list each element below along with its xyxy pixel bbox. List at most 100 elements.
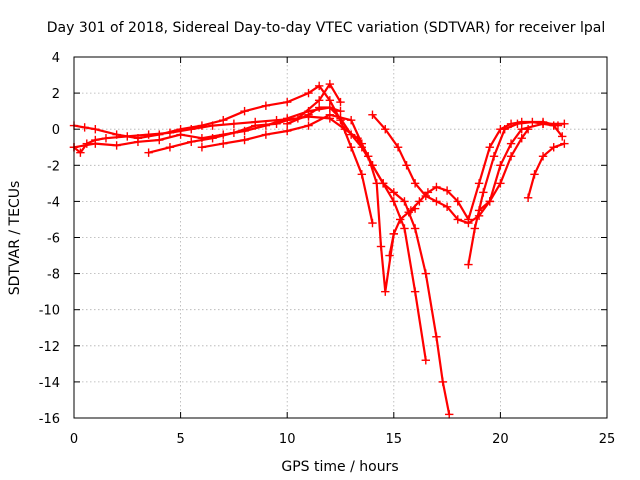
data-point — [538, 152, 548, 161]
data-point — [528, 117, 537, 127]
y-tick-label: -2 — [47, 159, 60, 174]
data-point — [336, 114, 345, 123]
data-point — [538, 119, 548, 128]
data-point — [91, 135, 100, 145]
data-point — [144, 148, 153, 157]
data-point — [133, 137, 143, 147]
data-point — [442, 202, 452, 212]
data-point — [368, 110, 377, 119]
data-point — [453, 215, 462, 224]
data-point — [357, 170, 367, 179]
data-point — [496, 179, 505, 188]
data-point — [400, 197, 409, 206]
data-point — [261, 101, 271, 110]
data-point — [325, 79, 335, 89]
data-point — [346, 130, 356, 139]
data-point — [368, 161, 377, 170]
data-point — [76, 148, 85, 157]
data-point — [485, 143, 494, 152]
data-point — [229, 119, 239, 128]
data-point — [530, 170, 539, 179]
data-point — [381, 287, 390, 296]
data-point — [251, 121, 260, 130]
data-point — [513, 119, 522, 128]
y-tick-label: 4 — [52, 51, 60, 66]
data-point — [261, 130, 271, 139]
chart-title: Day 301 of 2018, Sidereal Day-to-day VTE… — [47, 20, 605, 36]
y-tick-labels: 4 2 0 -2 -4 -6 -8 -10 -12 -14 -16 — [39, 51, 60, 427]
data-point — [453, 197, 462, 206]
data-point — [208, 121, 217, 130]
data-point — [523, 193, 533, 202]
series-track-3 — [69, 79, 345, 157]
data-point — [558, 132, 567, 141]
data-point — [479, 188, 488, 197]
data-point — [304, 88, 313, 98]
data-point — [402, 161, 411, 170]
data-point — [395, 215, 405, 224]
data-point — [304, 110, 313, 119]
data-point — [393, 143, 403, 152]
data-point — [304, 121, 313, 130]
y-tick-label: -14 — [39, 376, 60, 391]
data-point — [404, 208, 413, 217]
data-point — [474, 206, 484, 215]
data-point — [283, 126, 292, 136]
data-point — [415, 197, 424, 206]
series-track-11 — [523, 139, 569, 202]
y-tick-label: -4 — [47, 195, 60, 210]
data-point — [381, 124, 390, 134]
data-point — [506, 139, 516, 148]
data-point — [336, 97, 345, 107]
data-point — [325, 96, 335, 105]
data-point — [423, 188, 433, 197]
data-point — [165, 143, 175, 152]
data-point — [336, 106, 345, 116]
x-tick-label: 0 — [70, 432, 78, 447]
y-tick-label: -8 — [47, 268, 60, 283]
data-point — [272, 119, 281, 128]
data-point — [219, 115, 228, 125]
data-point — [489, 152, 499, 161]
series-line — [526, 142, 566, 199]
data-point — [549, 121, 558, 130]
data-point — [464, 215, 473, 224]
data-point — [432, 182, 441, 192]
data-point — [123, 132, 132, 141]
data-point — [82, 139, 91, 148]
series-track-6 — [283, 103, 454, 419]
data-point — [165, 128, 175, 138]
data-point — [389, 197, 398, 206]
y-tick-label: -12 — [39, 340, 60, 355]
data-point — [283, 97, 292, 107]
data-point — [517, 134, 526, 143]
data-point — [176, 130, 185, 139]
data-point — [400, 224, 409, 233]
data-point — [229, 128, 239, 138]
y-tick-label: -10 — [39, 304, 60, 319]
y-tick-label: 0 — [52, 123, 60, 138]
series-layer — [69, 79, 569, 419]
data-point — [187, 137, 196, 147]
data-point — [470, 224, 480, 233]
data-point — [208, 134, 217, 143]
data-point — [432, 197, 441, 206]
data-point — [155, 135, 164, 145]
y-tick-label: -16 — [39, 412, 60, 427]
data-point — [500, 124, 509, 134]
series-line — [371, 113, 566, 225]
data-point — [438, 377, 448, 387]
x-tick-label: 25 — [599, 432, 616, 447]
data-point — [389, 188, 398, 197]
data-point — [464, 260, 473, 269]
x-axis-label: GPS time / hours — [281, 459, 398, 475]
data-point — [325, 110, 335, 119]
data-point — [325, 103, 335, 112]
data-point — [376, 242, 386, 251]
data-point — [496, 161, 505, 170]
data-point — [368, 218, 377, 228]
y-tick-label: 2 — [52, 87, 60, 102]
data-point — [421, 269, 430, 278]
data-point — [357, 143, 367, 152]
